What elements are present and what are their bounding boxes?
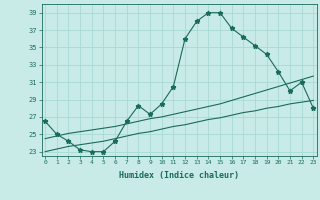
X-axis label: Humidex (Indice chaleur): Humidex (Indice chaleur) xyxy=(119,171,239,180)
